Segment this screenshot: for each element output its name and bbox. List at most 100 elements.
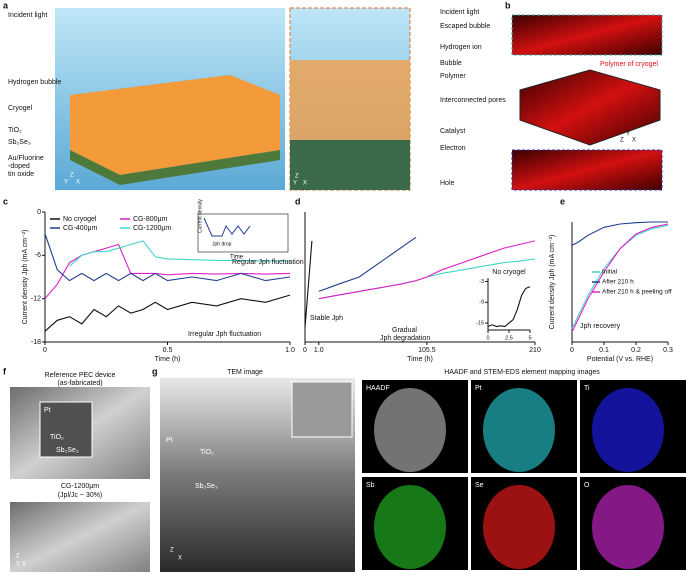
axis-glyph: X [76,180,80,186]
map-label: Pt [475,385,482,392]
x-tick-label: 1.0 [285,347,295,354]
x-tick-label: 0 [43,347,47,354]
sem-inset [39,401,93,458]
confocal-image [511,149,663,191]
y-tick-label: -15 [476,321,484,327]
x-tick-label: 5 [528,335,531,341]
panel-label: c [3,196,8,206]
sem-image [10,502,150,572]
callout: Hole [440,180,455,187]
data-line [571,221,668,246]
callout: tin oxide [8,171,34,178]
eds-maps [362,380,686,570]
caption: TEM image [227,369,263,376]
y-tick-label: -12 [31,296,41,303]
x-tick-label: 0 [486,335,489,341]
inset-label: Current density [197,199,203,233]
caption: (as-fabricated) [57,380,102,387]
callout: Hydrogen ion [440,44,482,51]
layer-label: Sb₂Se₃ [195,483,218,490]
tem-inset [291,381,353,438]
axis-glyph: Y [293,181,297,187]
x-tick-label: 1.0 [314,347,324,354]
data-line [487,286,531,328]
annotation: Gradual [392,327,417,334]
panel-label: e [560,196,565,206]
map-label: Sb [366,482,375,489]
x-tick-label: 0.2 [631,347,641,354]
callout: Polymer [440,73,466,80]
layer-label: TiO₂ [200,449,214,456]
annotation: Jph degradation [380,335,430,342]
legend-label: Initial [602,269,618,276]
legend-label: CG-1200μm [133,225,171,232]
inset-curve [203,217,251,237]
x-tick-label: 0 [570,347,574,354]
axis-glyph: Z [620,138,624,144]
y-tick-label: -18 [31,339,41,346]
callout: TiO₂ [8,127,22,134]
data-line [571,224,669,329]
y-axis-label: Current density Jph (mA cm⁻²) [22,230,29,325]
x-axis-label: Potential (V vs. RHE) [587,356,653,363]
chart-title: No cryogel [492,269,526,276]
y-tick-label: -6 [35,252,41,259]
axis-glyph: X [303,181,307,187]
x-axis-label: Time (h) [407,356,433,363]
axis-glyph: Y [64,180,68,186]
x-tick-label: 2.5 [505,335,513,341]
eds-signal [483,388,555,472]
eds-signal [374,485,446,569]
legend-label: After 210 h & peeling off [602,289,672,296]
x-tick-label: 0.5 [163,347,173,354]
eds-signal [592,388,664,472]
confocal-cube [519,69,661,146]
inset-label: Time [230,255,244,261]
absorber-region [290,140,410,190]
axis-glyph: Y [626,132,630,138]
callout: Interconnected pores [440,97,506,104]
caption: HAADF and STEM-EDS element mapping image… [444,369,600,376]
panel-label: b [505,0,511,10]
y-tick-label: 0 [37,209,41,216]
cryogel-block [70,75,280,175]
y-axis-label: Current density Jph (mA cm⁻²) [549,235,556,330]
callout: Incident light [440,9,479,16]
annotation: Stable Jph [310,315,343,322]
legend-label: CG-400μm [63,225,98,232]
legend-label: No cryogel [63,216,97,223]
data-line [44,233,291,282]
data-line [318,236,417,292]
axis-glyph: Z [295,174,299,180]
data-line [318,240,536,300]
x-tick-label: 0 [303,347,307,354]
callout: Hydrogen bubble [8,79,61,86]
axis-glyph: Y [16,562,20,568]
map-label: O [584,482,590,489]
panel-label: a [3,0,9,10]
callout: -doped [8,163,30,170]
data-line [44,243,291,300]
data-line [304,240,313,328]
axis-glyph: Z [170,548,174,554]
eds-signal [592,485,664,569]
polymer-region [290,60,410,140]
layer-label: Pt [166,437,173,444]
map-label: Se [475,482,484,489]
layer-label: Sb₂Se₃ [56,447,79,454]
x-tick-label: 105.5 [418,347,436,354]
axis-glyph: Z [70,173,74,179]
callout: Catalyst [440,128,465,135]
annotation: Irregular Jph fluctuation [188,331,261,338]
panel-label: d [295,196,301,206]
panel-label: f [3,366,7,376]
callout: Incident light [8,12,47,19]
callout: Bubble [440,60,462,67]
callout: Polymer of cryogel [600,61,658,68]
axis-glyph: Z [16,554,20,560]
axis-glyph: X [178,556,182,562]
confocal-image [511,14,663,56]
callout: Au/Fluorine [8,155,44,162]
